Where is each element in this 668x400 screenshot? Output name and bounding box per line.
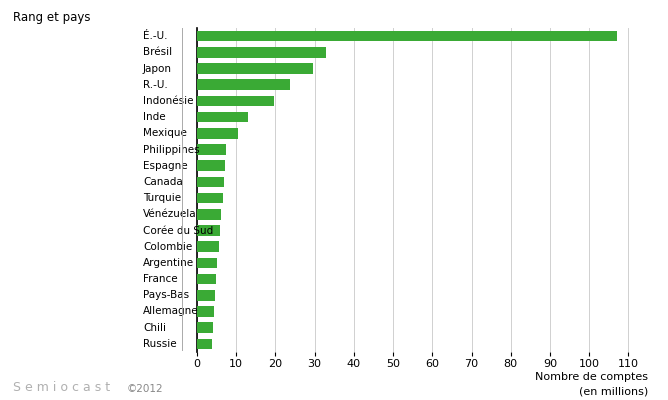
- Bar: [197, 96, 273, 106]
- Text: Colombie: Colombie: [143, 242, 192, 252]
- Text: Chili: Chili: [143, 323, 166, 333]
- Text: É.-U.: É.-U.: [143, 31, 168, 41]
- Bar: [197, 339, 212, 349]
- Text: Vénézuela: Vénézuela: [143, 209, 196, 219]
- Text: Turquie: Turquie: [143, 193, 181, 203]
- Text: Indonésie: Indonésie: [143, 96, 194, 106]
- Bar: [197, 80, 291, 90]
- Text: Argentine: Argentine: [143, 258, 194, 268]
- Bar: [197, 209, 221, 220]
- Bar: [197, 160, 225, 171]
- Text: (en millions): (en millions): [578, 386, 648, 396]
- Text: Nombre de comptes: Nombre de comptes: [535, 372, 648, 382]
- Text: Rang et pays: Rang et pays: [13, 11, 91, 24]
- Bar: [197, 242, 218, 252]
- Text: Mexique: Mexique: [143, 128, 187, 138]
- Text: Philippines: Philippines: [143, 144, 200, 154]
- Text: Allemagne: Allemagne: [143, 306, 198, 316]
- Text: Pays-Bas: Pays-Bas: [143, 290, 189, 300]
- Text: France: France: [143, 274, 178, 284]
- Text: S e m i o c a s t: S e m i o c a s t: [13, 381, 110, 394]
- Bar: [197, 144, 226, 155]
- Bar: [197, 290, 214, 300]
- Bar: [197, 63, 313, 74]
- Text: Japon: Japon: [143, 64, 172, 74]
- Text: Russie: Russie: [143, 339, 176, 349]
- Bar: [197, 322, 212, 333]
- Text: Canada: Canada: [143, 177, 183, 187]
- Bar: [197, 274, 216, 284]
- Bar: [197, 128, 238, 138]
- Bar: [197, 306, 214, 317]
- Bar: [197, 47, 327, 58]
- Text: Espagne: Espagne: [143, 161, 188, 171]
- Bar: [197, 258, 218, 268]
- Bar: [197, 112, 248, 122]
- Bar: [197, 193, 222, 203]
- Text: Brésil: Brésil: [143, 47, 172, 57]
- Text: Inde: Inde: [143, 112, 166, 122]
- Text: Corée du Sud: Corée du Sud: [143, 226, 213, 236]
- Bar: [197, 177, 224, 187]
- Bar: [197, 225, 220, 236]
- Bar: [197, 31, 617, 41]
- Text: ©2012: ©2012: [127, 384, 164, 394]
- Text: R.-U.: R.-U.: [143, 80, 168, 90]
